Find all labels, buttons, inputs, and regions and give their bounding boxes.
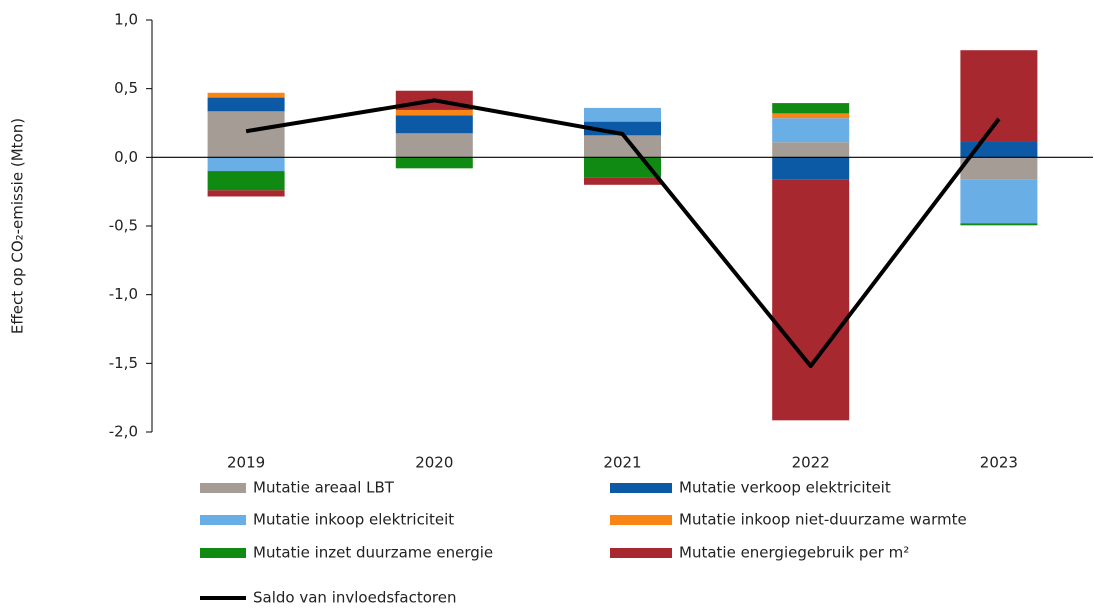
- y-tick-label: -0,5: [109, 217, 138, 235]
- bar-segment: [584, 107, 661, 122]
- bar-segment: [207, 111, 285, 158]
- y-axis-title: Effect op CO₂-emissie (Mton): [9, 118, 27, 334]
- legend-swatch: [610, 483, 672, 493]
- bar-segment: [395, 133, 473, 158]
- y-tick-label: 0,5: [114, 79, 138, 97]
- legend-label: Mutatie inkoop niet-duurzame warmte: [679, 511, 967, 529]
- y-tick-label: 1,0: [114, 11, 138, 29]
- x-tick-label: 2022: [792, 454, 830, 472]
- bar-segment: [960, 50, 1038, 142]
- bar-segment: [960, 157, 1038, 180]
- bar-segment: [395, 157, 473, 169]
- y-tick-label: -1,5: [109, 354, 138, 372]
- x-tick-label: 2023: [980, 454, 1018, 472]
- y-tick-label: -1,0: [109, 285, 138, 303]
- legend-label: Mutatie areaal LBT: [253, 479, 395, 497]
- legend-label: Saldo van invloedsfactoren: [253, 589, 457, 607]
- bar-segment: [772, 179, 850, 421]
- bar-segment: [772, 103, 850, 114]
- line: [245, 98, 1001, 369]
- legend-swatch: [610, 515, 672, 525]
- legend-swatch: [200, 548, 246, 558]
- bar-segment: [584, 135, 661, 158]
- legend-swatch: [200, 483, 246, 493]
- bar-segment: [772, 142, 850, 158]
- bar-segment: [207, 97, 285, 112]
- bar-segment: [772, 157, 850, 180]
- legend-label: Mutatie verkoop elektriciteit: [679, 479, 891, 497]
- bar-segment: [960, 179, 1038, 224]
- bar-segment: [772, 118, 850, 143]
- bar-segment: [207, 171, 285, 191]
- bar-segment: [960, 223, 1038, 226]
- legend-swatch: [610, 548, 672, 558]
- x-tick-label: 2019: [227, 454, 265, 472]
- bar-segment: [395, 115, 473, 134]
- legend-label: Mutatie inkoop elektriciteit: [253, 511, 454, 529]
- bar-segment: [395, 109, 473, 116]
- y-tick-label: -2,0: [109, 423, 138, 441]
- bar-segment: [584, 177, 661, 185]
- y-tick-label: 0,0: [114, 148, 138, 166]
- bar-segment: [772, 113, 850, 119]
- bar-segment: [584, 157, 661, 178]
- legend-label: Mutatie inzet duurzame energie: [253, 544, 493, 562]
- legend-swatch: [200, 515, 246, 525]
- x-tick-label: 2020: [415, 454, 453, 472]
- legend-label: Mutatie energiegebruik per m²: [679, 544, 909, 562]
- bar-segment: [207, 92, 285, 98]
- x-tick-label: 2021: [603, 454, 641, 472]
- bar-segment: [207, 190, 285, 197]
- bar-segment: [207, 157, 285, 172]
